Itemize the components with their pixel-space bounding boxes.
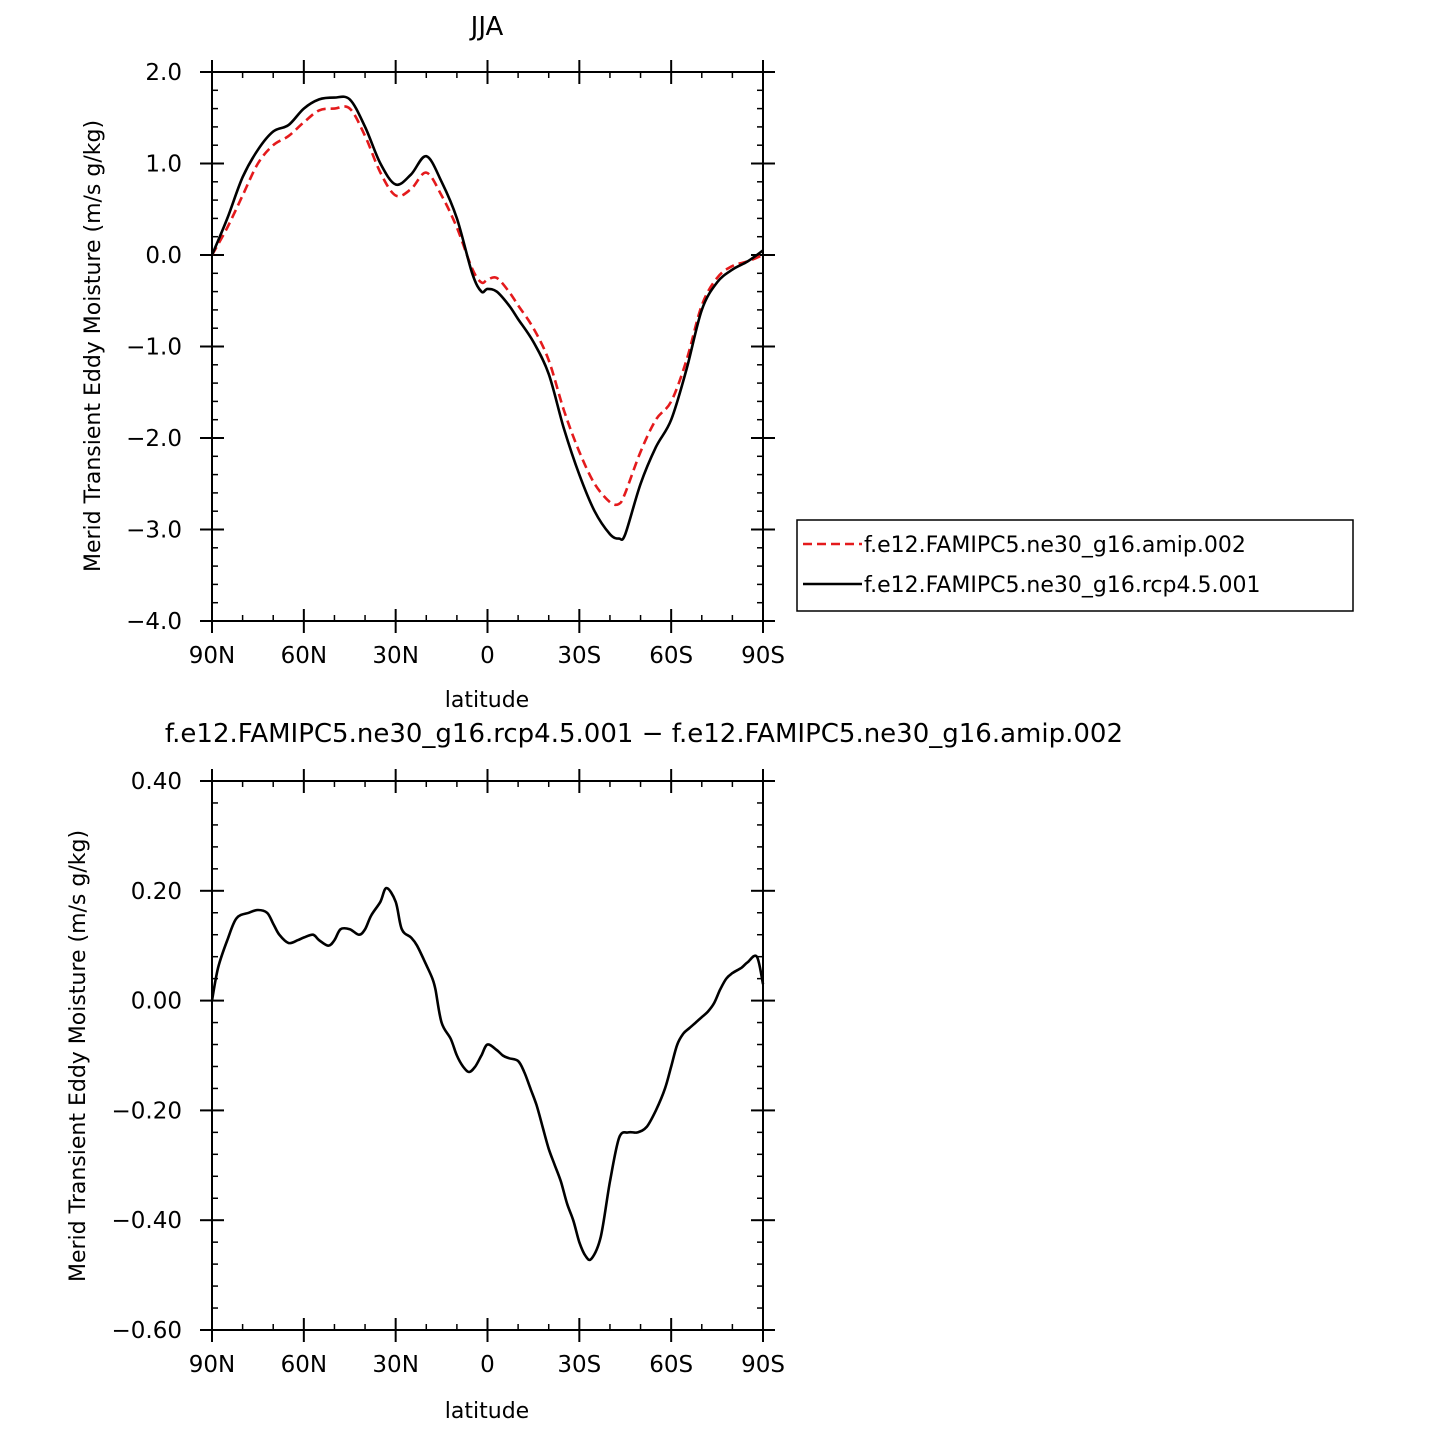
bottom-series-group xyxy=(210,886,765,1262)
bottom-x-axis-label: latitude xyxy=(445,1399,529,1424)
top-series-line-1 xyxy=(210,95,764,542)
top-chart-title: JJA xyxy=(469,12,504,42)
bottom-y-tick-label: 0.40 xyxy=(131,769,182,795)
bottom-y-tick-label: −0.40 xyxy=(112,1208,182,1234)
top-x-axis-label: latitude xyxy=(445,688,529,713)
bottom-y-tick-label: 0.20 xyxy=(131,879,182,905)
top-y-tick-label: 0.0 xyxy=(145,243,182,269)
top-y-axis-label: Merid Transient Eddy Moisture (m/s g/kg) xyxy=(81,120,106,572)
top-x-tick-label: 90S xyxy=(741,643,785,669)
bottom-x-tick-label: 60S xyxy=(649,1352,693,1378)
bottom-plot-frame xyxy=(211,780,764,1331)
legend-label-amip: f.e12.FAMIPC5.ne30_g16.amip.002 xyxy=(864,533,1246,558)
bottom-x-tick-label: 90S xyxy=(741,1352,785,1378)
bottom-y-tick-label: −0.20 xyxy=(112,1098,182,1124)
top-x-tick-label: 30S xyxy=(557,643,601,669)
legend-label-rcp: f.e12.FAMIPC5.ne30_g16.rcp4.5.001 xyxy=(864,573,1260,598)
top-x-tick-label: 0 xyxy=(480,643,495,669)
top-y-tick-label: 2.0 xyxy=(145,60,182,86)
bottom-y-tick-label: −0.60 xyxy=(112,1318,182,1344)
top-series-line-0 xyxy=(210,105,764,507)
bottom-x-tick-label: 60N xyxy=(281,1352,327,1378)
bottom-panel: f.e12.FAMIPC5.ne30_g16.rcp4.5.001 − f.e1… xyxy=(66,719,1123,1424)
bottom-x-tick-label: 30S xyxy=(557,1352,601,1378)
legend: f.e12.FAMIPC5.ne30_g16.amip.002 f.e12.FA… xyxy=(796,519,1354,612)
top-y-tick-label: −3.0 xyxy=(126,518,182,544)
top-x-tick-label: 30N xyxy=(372,643,418,669)
top-plot-frame xyxy=(211,71,764,622)
top-panel: JJA latitude Merid Transient Eddy Moistu… xyxy=(81,12,785,713)
top-y-tick-label: −1.0 xyxy=(126,335,182,361)
bottom-x-tick-label: 30N xyxy=(372,1352,418,1378)
bottom-series-line-0 xyxy=(210,886,765,1262)
top-x-tick-label: 90N xyxy=(189,643,235,669)
top-y-tick-label: 1.0 xyxy=(145,152,182,178)
bottom-x-tick-label: 90N xyxy=(189,1352,235,1378)
bottom-chart-title: f.e12.FAMIPC5.ne30_g16.rcp4.5.001 − f.e1… xyxy=(165,719,1123,749)
bottom-y-axis-label: Merid Transient Eddy Moisture (m/s g/kg) xyxy=(66,830,91,1282)
top-x-tick-label: 60N xyxy=(281,643,327,669)
bottom-y-tick-label: 0.00 xyxy=(131,989,182,1015)
top-y-tick-label: −2.0 xyxy=(126,426,182,452)
bottom-x-tick-label: 0 xyxy=(480,1352,495,1378)
top-y-tick-label: −4.0 xyxy=(126,609,182,635)
top-x-tick-label: 60S xyxy=(649,643,693,669)
top-series-group xyxy=(210,95,764,542)
legend-box xyxy=(796,519,1354,612)
